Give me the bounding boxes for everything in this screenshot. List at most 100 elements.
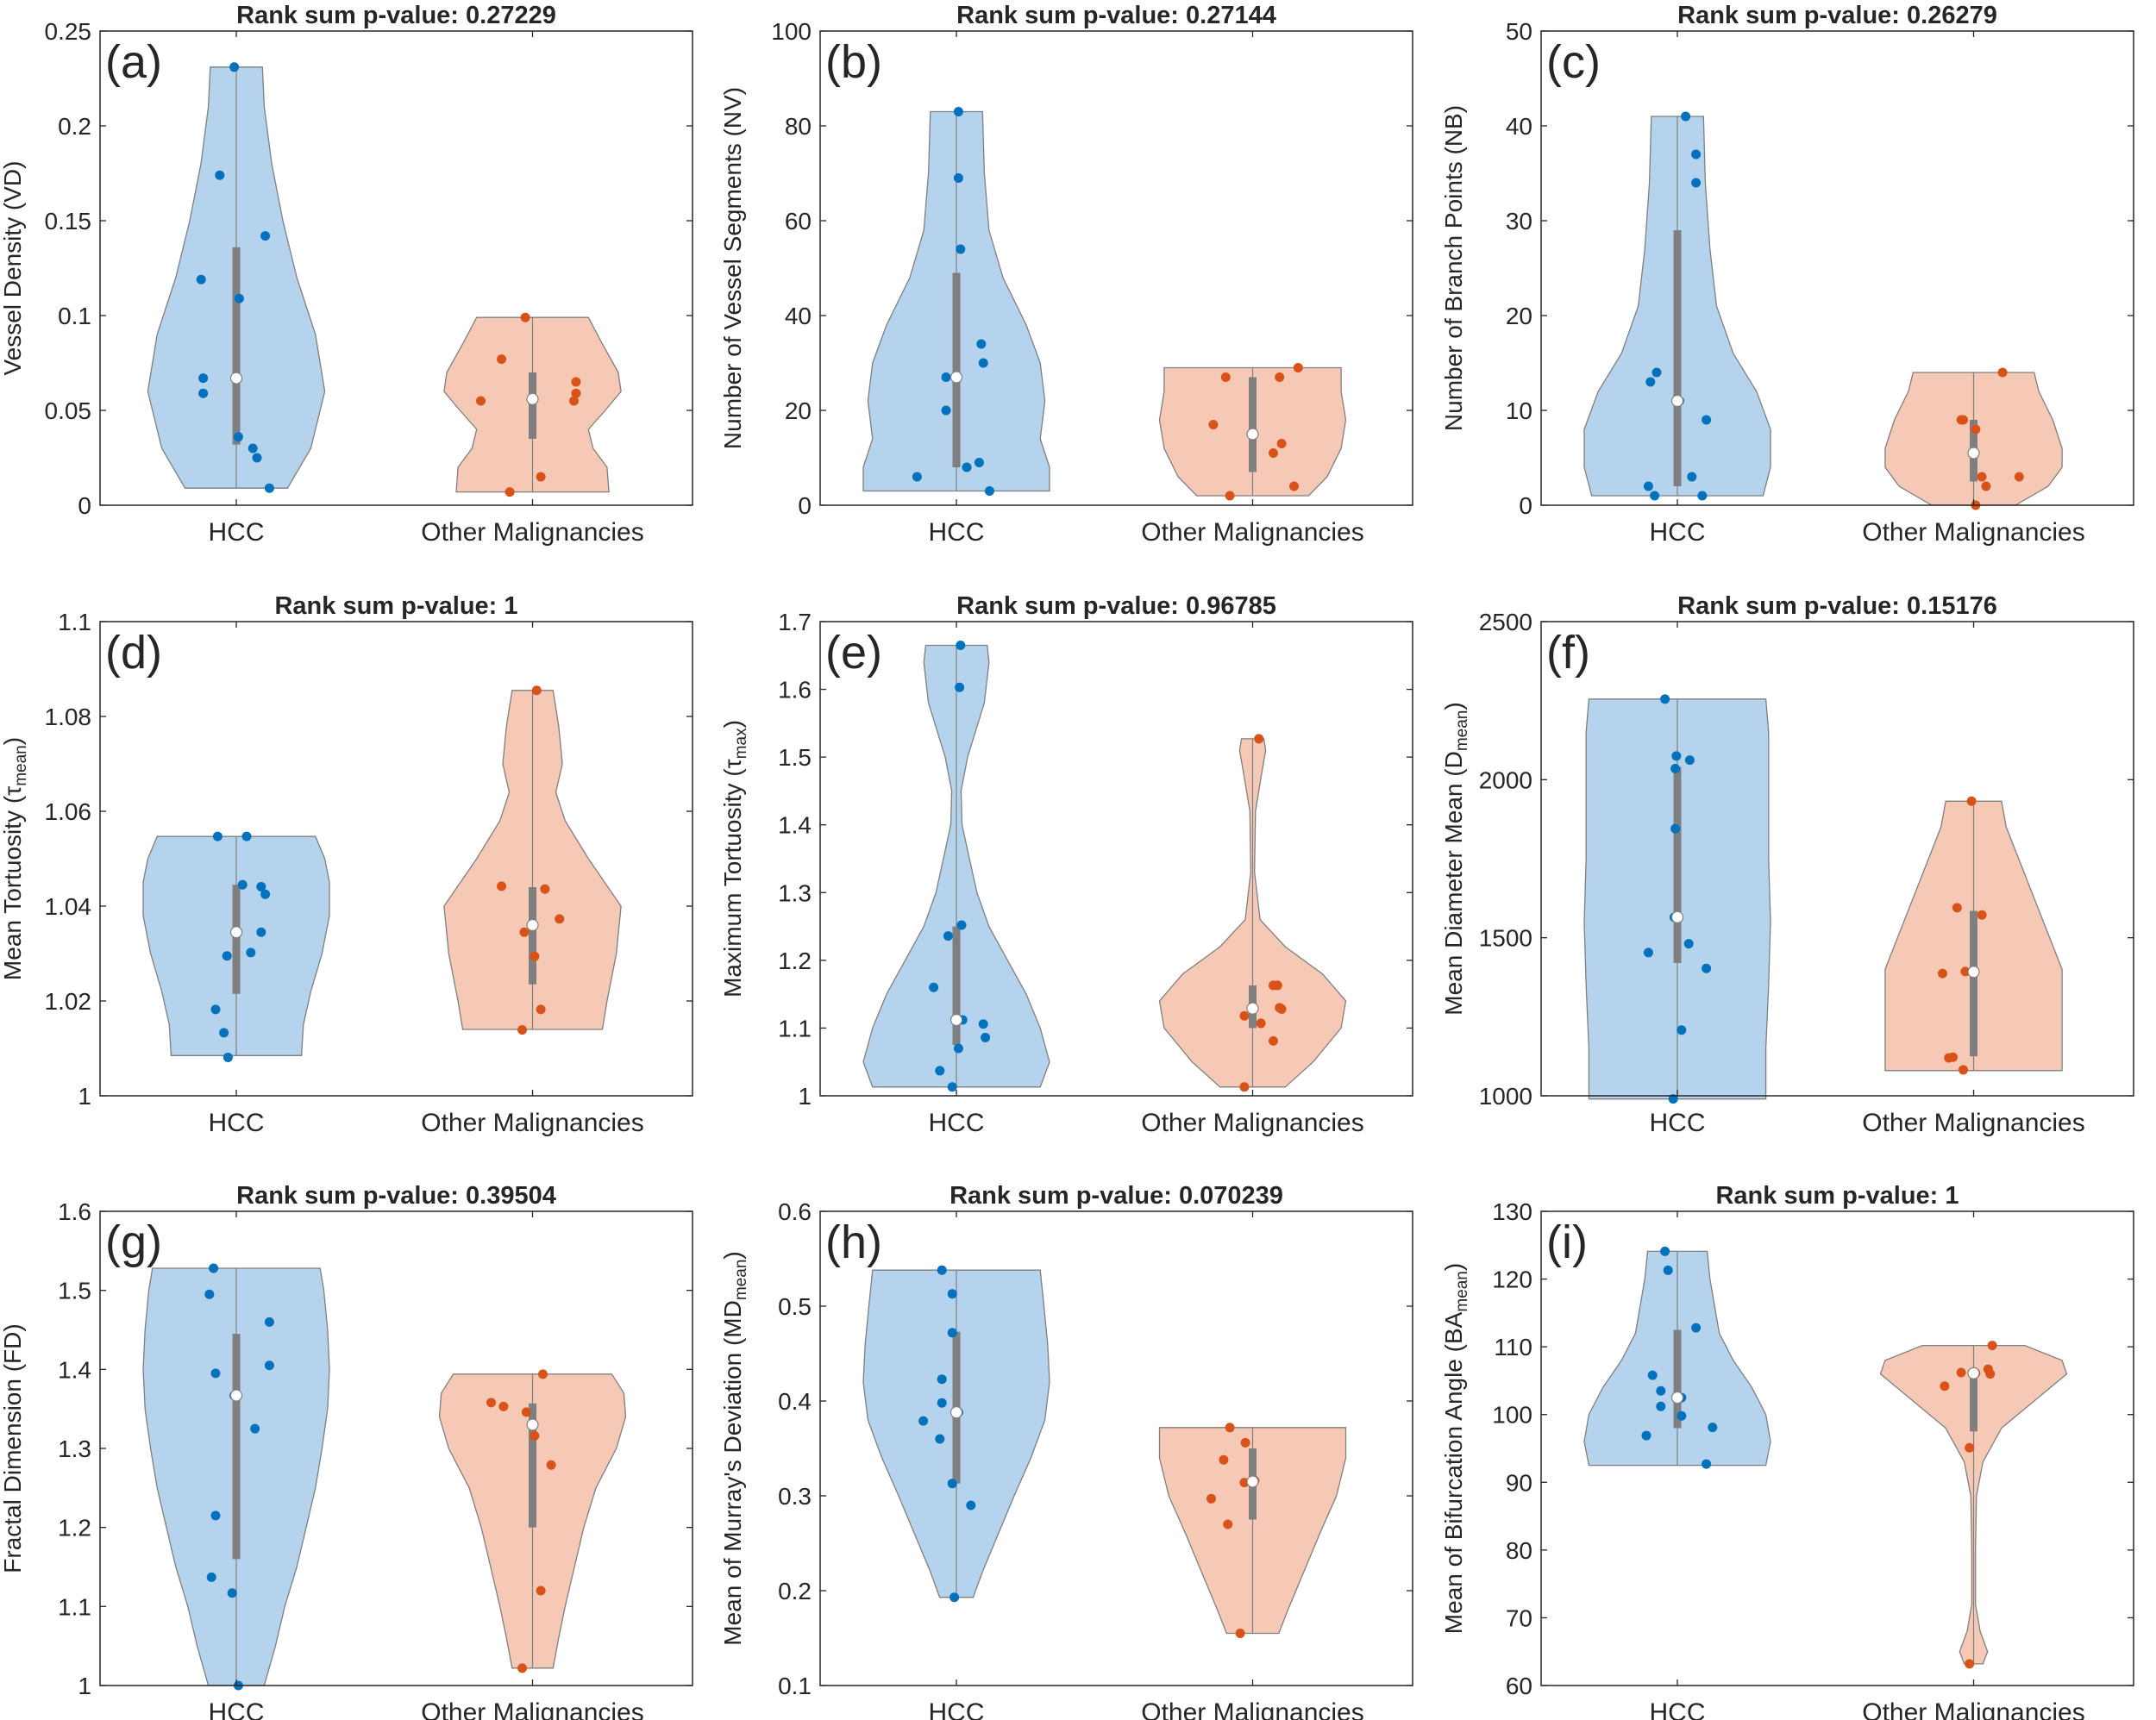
- data-point-other: [1289, 481, 1300, 491]
- data-point-hcc: [1670, 823, 1681, 834]
- data-point-hcc: [935, 1434, 945, 1444]
- axes-frame: [1540, 1210, 2134, 1686]
- y-tick-label: 20: [785, 397, 812, 424]
- data-point-hcc: [953, 173, 963, 183]
- y-axis-label-main: Mean of Bifurcation Angle (BA: [1440, 1311, 1467, 1634]
- data-point-hcc: [956, 641, 966, 650]
- category-label: HCC: [1650, 1698, 1706, 1720]
- data-point-other: [1223, 1519, 1233, 1529]
- data-point-hcc: [1681, 111, 1691, 122]
- data-point-hcc: [947, 1479, 957, 1489]
- data-point-other: [486, 1398, 497, 1408]
- y-tick-label: 40: [1506, 113, 1532, 140]
- data-point-hcc: [1643, 481, 1653, 491]
- data-point-other: [1276, 439, 1287, 448]
- data-point-hcc: [953, 107, 963, 116]
- data-point-hcc: [1651, 367, 1662, 378]
- data-point-hcc: [1656, 1385, 1666, 1396]
- data-point-other: [1225, 491, 1235, 501]
- y-tick-label: 80: [1506, 1537, 1532, 1564]
- panel-f: 1000 1500 2000 2500 HCC Other Malignancies Ran…: [1440, 592, 2134, 1137]
- y-tick-label: 1.02: [45, 988, 92, 1015]
- category-label: Other Malignancies: [1141, 1698, 1363, 1720]
- median-marker-hcc: [1670, 1391, 1684, 1404]
- y-axis-label-subscript: mean: [732, 1260, 750, 1301]
- y-axis-label-main: Mean of Murray's Deviation (MD: [719, 1300, 746, 1646]
- data-point-hcc: [1702, 415, 1712, 425]
- y-tick-label: 60: [785, 208, 812, 235]
- category-label: HCC: [929, 518, 985, 547]
- data-point-other: [1276, 1004, 1287, 1014]
- median-marker-other: [1246, 1475, 1259, 1488]
- data-point-other: [517, 1025, 528, 1035]
- panel-title: Rank sum p-value: 0.26279: [1677, 2, 1997, 29]
- data-point-other: [546, 1460, 556, 1470]
- category-label: HCC: [209, 518, 265, 547]
- y-tick-label: 100: [771, 18, 812, 45]
- panel-title: Rank sum p-value: 1: [274, 592, 517, 620]
- data-point-hcc: [237, 879, 248, 890]
- y-axis-label: Mean of Bifurcation Angle (BAmean): [1440, 1263, 1471, 1634]
- iqr-box-other: [1249, 377, 1257, 472]
- y-axis-label-main: Maximum Tortuosity (τ: [719, 759, 746, 998]
- data-point-other: [1275, 372, 1285, 382]
- data-point-hcc: [1663, 1265, 1673, 1275]
- data-point-other: [1256, 1018, 1266, 1029]
- y-tick-label: 50: [1506, 18, 1532, 45]
- data-point-hcc: [947, 1082, 957, 1092]
- y-tick-label: 1000: [1479, 1083, 1532, 1110]
- data-point-hcc: [1677, 1025, 1687, 1035]
- data-point-hcc: [1677, 1410, 1687, 1421]
- data-point-hcc: [981, 1032, 991, 1042]
- y-axis-label: Mean Diameter Mean (Dmean): [1440, 702, 1471, 1015]
- data-point-hcc: [1691, 178, 1702, 188]
- panel-g: 1 1.1 1.2 1.3 1.4 1.5 1.6 HCC Other Malignancies…: [0, 1182, 693, 1720]
- data-point-other: [538, 1369, 548, 1379]
- y-tick-label: 0.2: [778, 1578, 812, 1604]
- data-point-hcc: [943, 931, 953, 941]
- data-point-hcc: [937, 1374, 947, 1385]
- data-point-other: [1952, 903, 1962, 913]
- category-label: HCC: [209, 1109, 265, 1137]
- data-point-other: [2014, 472, 2024, 482]
- data-point-hcc: [1708, 1423, 1718, 1433]
- y-tick-label: 100: [1492, 1402, 1532, 1429]
- y-tick-label: 1.1: [58, 1593, 91, 1620]
- data-point-hcc: [1656, 1401, 1666, 1411]
- median-marker-other: [526, 1418, 539, 1431]
- axes-frame: [819, 30, 1413, 506]
- iqr-box-hcc: [1673, 1329, 1682, 1429]
- data-point-other: [1977, 472, 1987, 482]
- data-point-other: [1960, 966, 1971, 977]
- median-marker-hcc: [229, 926, 243, 939]
- data-point-hcc: [956, 920, 967, 930]
- category-label: HCC: [929, 1698, 985, 1720]
- panel-title: Rank sum p-value: 0.15176: [1677, 592, 1997, 620]
- y-axis-label: Maximum Tortuosity (τmax): [719, 720, 750, 998]
- median-marker-hcc: [950, 1406, 963, 1419]
- data-point-other: [505, 487, 515, 497]
- y-axis-label-main: Vessel Density (VD): [0, 161, 26, 376]
- panel-title: Rank sum p-value: 0.27229: [236, 2, 556, 29]
- y-tick-label: 0.3: [778, 1483, 812, 1510]
- panel-title: Rank sum p-value: 0.96785: [956, 592, 1276, 620]
- data-point-hcc: [212, 831, 222, 841]
- median-marker-hcc: [950, 371, 963, 384]
- data-point-other: [555, 914, 565, 924]
- iqr-box-hcc: [952, 926, 961, 1046]
- y-axis-label-main: Mean Diameter Mean (D: [1440, 751, 1467, 1016]
- data-point-hcc: [256, 881, 266, 891]
- y-axis-label-close: ): [1440, 1263, 1467, 1271]
- iqr-box-hcc: [1673, 230, 1682, 486]
- data-point-other: [1956, 1367, 1966, 1378]
- data-point-hcc: [984, 486, 994, 496]
- y-tick-label: 1.7: [778, 609, 812, 635]
- y-tick-label: 0: [1519, 492, 1532, 519]
- y-axis-label-main: Fractal Dimension (FD): [0, 1323, 26, 1573]
- data-point-hcc: [1670, 764, 1681, 773]
- data-point-hcc: [260, 889, 271, 899]
- data-point-hcc: [950, 1592, 960, 1603]
- data-point-hcc: [956, 244, 966, 254]
- data-point-hcc: [196, 274, 206, 285]
